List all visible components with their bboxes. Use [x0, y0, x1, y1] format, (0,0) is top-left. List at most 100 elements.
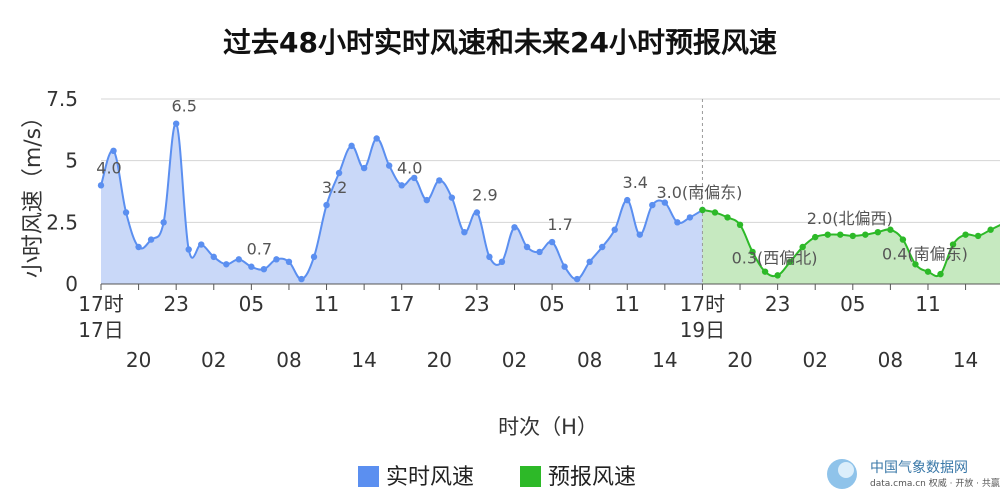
data-point [674, 219, 681, 226]
data-point [223, 261, 230, 268]
data-point [473, 209, 481, 216]
data-point [172, 120, 180, 127]
data-point [837, 231, 844, 238]
data-point [536, 248, 543, 256]
data-point [761, 268, 769, 275]
data-point [711, 209, 719, 216]
data-point [122, 209, 130, 216]
data-point [624, 196, 631, 204]
data-point [461, 229, 468, 236]
data-point [599, 243, 606, 251]
x-tick-label: 14 [351, 348, 376, 372]
data-point [348, 142, 355, 150]
data-point [235, 256, 243, 263]
data-point [987, 226, 994, 233]
data-point [686, 214, 694, 221]
data-point [423, 196, 430, 204]
data-point [323, 201, 330, 209]
data-point [523, 243, 531, 251]
x-tick-label: 02 [802, 348, 827, 372]
x-tick-label: 08 [878, 348, 903, 372]
data-label: 0.4(南偏东) [882, 245, 968, 264]
data-point [486, 253, 493, 261]
x-tick-label: 14 [652, 348, 677, 372]
data-point [561, 263, 568, 270]
series-area-0 [101, 123, 703, 284]
data-point [260, 266, 268, 273]
y-tick-label: 2.5 [46, 210, 78, 234]
x-tick-label: 23 [765, 292, 790, 316]
x-tick-label: 02 [201, 348, 226, 372]
data-point [661, 199, 669, 206]
data-point [448, 194, 456, 201]
data-label: 4.0 [96, 158, 121, 177]
data-point [135, 243, 142, 251]
data-point [699, 206, 706, 214]
x-tick-label: 14 [953, 348, 978, 372]
data-point [724, 214, 731, 221]
data-point [962, 231, 969, 238]
data-point [248, 263, 255, 270]
data-point [110, 147, 117, 154]
data-point [912, 261, 919, 268]
data-point [335, 169, 343, 177]
series-area-1 [702, 210, 1000, 284]
data-label: 0.7 [247, 240, 272, 259]
data-point [285, 258, 293, 265]
data-point [411, 174, 418, 182]
data-point [97, 182, 105, 189]
series-points [97, 120, 1000, 283]
data-point [736, 221, 744, 228]
x-tick-label: 17 [389, 292, 414, 316]
x-tick-label: 11 [915, 292, 940, 316]
data-point [611, 226, 618, 233]
x-tick-label: 17时 [78, 292, 123, 316]
data-point [573, 275, 581, 283]
x-tick-label: 20 [126, 348, 151, 372]
data-point [436, 177, 443, 184]
data-point [774, 272, 781, 279]
watermark-url: data.cma.cn 权威 · 开放 · 共赢 [870, 477, 1000, 489]
data-point [899, 236, 907, 243]
data-point [147, 236, 155, 243]
x-tick-label: 08 [276, 348, 301, 372]
x-tick-label: 05 [840, 292, 865, 316]
grid-lines [101, 98, 1000, 223]
data-label: 3.2 [322, 178, 347, 197]
data-point [636, 231, 643, 238]
x-tick-date-label: 17日 [78, 318, 123, 342]
data-point [385, 162, 393, 169]
x-tick-label: 02 [502, 348, 527, 372]
x-tick-label: 11 [314, 292, 339, 316]
data-labels: 4.0 6.5 0.7 3.2 4.0 2.9 1.7 3.4 3.0(南偏东) 0.3(西偏北)… [96, 97, 968, 268]
x-tick-label: 20 [427, 348, 452, 372]
data-point [198, 241, 205, 248]
x-axis-label: 时次（H） [498, 415, 598, 439]
data-label: 3.0(南偏东) [656, 183, 742, 202]
x-tick-label: 23 [163, 292, 188, 316]
data-point [974, 232, 982, 240]
data-point [849, 232, 856, 240]
data-point [548, 238, 556, 246]
y-tick-label: 5 [65, 149, 78, 173]
legend-swatch-realtime [358, 466, 379, 487]
data-label: 2.0(北偏西) [807, 209, 893, 228]
cma-logo-icon-inner [838, 462, 854, 478]
data-label: 0.3(西偏北) [732, 248, 818, 267]
y-axis-ticks: 0 2.5 5 7.5 [46, 87, 78, 296]
data-point [862, 231, 869, 238]
data-point [949, 241, 957, 248]
data-point [649, 201, 656, 209]
data-label: 4.0 [397, 158, 422, 177]
chart-title: 过去48小时实时风速和未来24小时预报风速 [223, 26, 777, 59]
data-point [498, 258, 506, 265]
data-point [398, 182, 405, 189]
data-point [824, 231, 831, 238]
data-point [511, 224, 518, 231]
data-point [273, 256, 280, 263]
x-tick-label: 08 [577, 348, 602, 372]
y-axis-label: 小时风速（m/s） [21, 106, 46, 278]
data-point [360, 164, 368, 172]
x-axis-ticks: 17时 20 23 02 05 08 11 14 17 20 23 02 05 08 11 14 17时 20 23… [78, 284, 978, 372]
x-tick-label: 05 [239, 292, 264, 316]
